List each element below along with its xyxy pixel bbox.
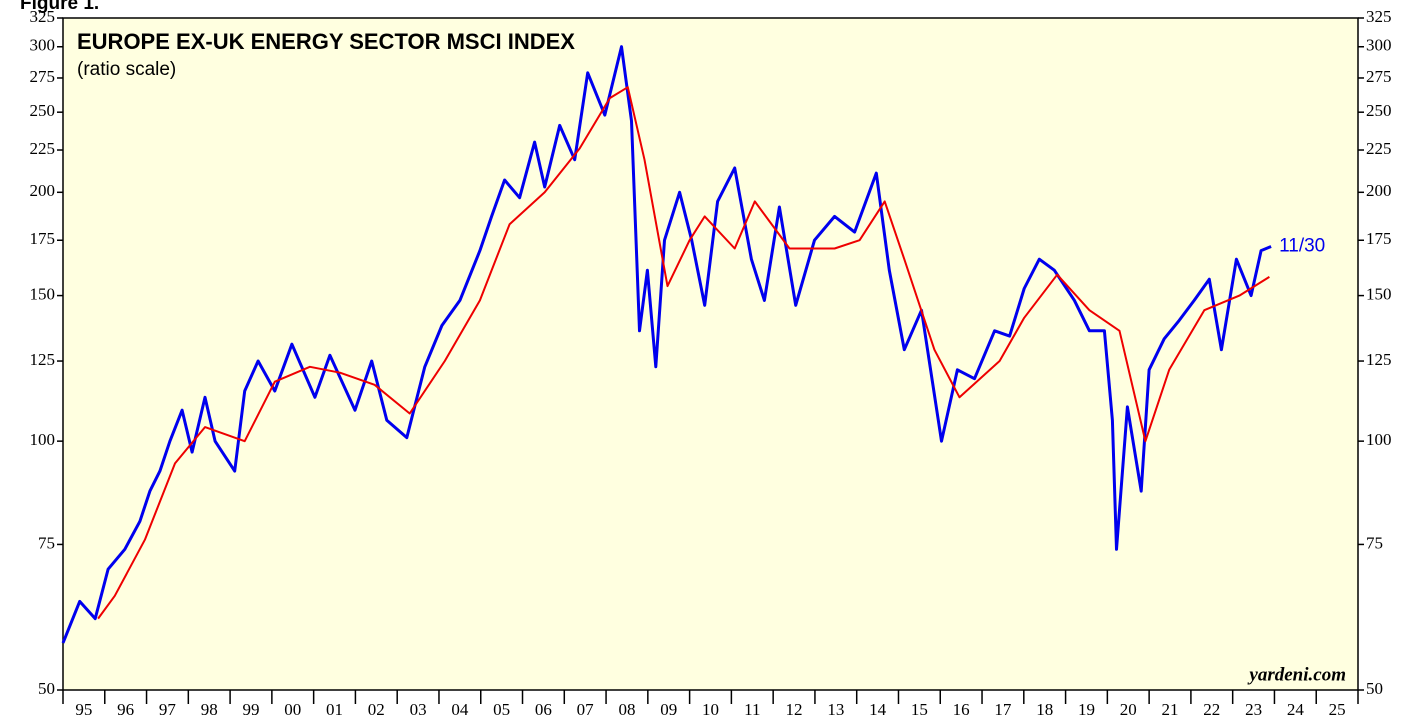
- y-tick-label: 150: [1366, 284, 1392, 303]
- x-tick-label: 19: [1078, 700, 1095, 719]
- annotation: 11/30: [1279, 235, 1325, 256]
- x-tick-label: 13: [827, 700, 844, 719]
- x-tick-label: 12: [786, 700, 803, 719]
- y-tick-label: 175: [1366, 229, 1392, 248]
- x-tick-label: 10: [702, 700, 719, 719]
- y-tick-label: 225: [30, 139, 56, 158]
- y-tick-label: 225: [1366, 139, 1392, 158]
- y-tick-label: 125: [30, 350, 56, 369]
- x-tick-label: 21: [1162, 700, 1179, 719]
- x-tick-label: 98: [201, 700, 218, 719]
- y-tick-label: 125: [1366, 350, 1392, 369]
- y-tick-label: 325: [1366, 7, 1392, 26]
- y-tick-label: 275: [1366, 67, 1392, 86]
- x-tick-label: 04: [451, 700, 469, 719]
- y-tick-label: 200: [1366, 181, 1392, 200]
- chart-subtitle: (ratio scale): [77, 59, 176, 80]
- x-tick-label: 17: [994, 700, 1012, 719]
- series-line: [61, 45, 1272, 644]
- y-tick-label: 100: [30, 430, 56, 449]
- x-tick-label: 15: [911, 700, 928, 719]
- x-tick-label: 07: [577, 700, 595, 719]
- x-tick-label: 18: [1036, 700, 1053, 719]
- y-tick-label: 50: [1366, 679, 1383, 698]
- x-tick-label: 11: [744, 700, 760, 719]
- x-tick-label: 99: [242, 700, 259, 719]
- x-tick-label: 14: [869, 700, 887, 719]
- y-tick-label: 325: [30, 7, 56, 26]
- x-tick-label: 09: [660, 700, 677, 719]
- series-line: [97, 86, 1270, 620]
- x-tick-label: 25: [1329, 700, 1346, 719]
- y-tick-label: 175: [30, 229, 56, 248]
- x-tick-label: 08: [618, 700, 635, 719]
- x-tick-label: 23: [1245, 700, 1262, 719]
- x-tick-label: 96: [117, 700, 134, 719]
- figure-label: Figure 1.: [20, 0, 99, 14]
- x-tick-label: 20: [1120, 700, 1137, 719]
- y-tick-label: 300: [1366, 36, 1392, 55]
- y-tick-label: 275: [30, 67, 56, 86]
- y-tick-label: 300: [30, 36, 56, 55]
- x-tick-label: 03: [410, 700, 427, 719]
- x-tick-label: 00: [284, 700, 301, 719]
- x-tick-label: 95: [75, 700, 92, 719]
- x-tick-label: 01: [326, 700, 343, 719]
- y-tick-label: 150: [30, 284, 56, 303]
- x-tick-label: 16: [953, 700, 970, 719]
- y-tick-label: 75: [1366, 533, 1383, 552]
- x-tick-label: 06: [535, 700, 552, 719]
- y-tick-label: 50: [38, 679, 55, 698]
- x-tick-label: 97: [159, 700, 177, 719]
- chart-title: EUROPE EX-UK ENERGY SECTOR MSCI INDEX: [77, 29, 575, 54]
- x-tick-label: 22: [1203, 700, 1220, 719]
- y-tick-label: 75: [38, 533, 55, 552]
- plot-area: [62, 17, 1359, 691]
- x-tick-label: 02: [368, 700, 385, 719]
- y-tick-label: 250: [1366, 101, 1392, 120]
- y-tick-label: 250: [30, 101, 56, 120]
- y-tick-label: 200: [30, 181, 56, 200]
- x-tick-label: 24: [1287, 700, 1305, 719]
- source: yardeni.com: [1247, 664, 1346, 685]
- y-tick-label: 100: [1366, 430, 1392, 449]
- x-tick-label: 05: [493, 700, 510, 719]
